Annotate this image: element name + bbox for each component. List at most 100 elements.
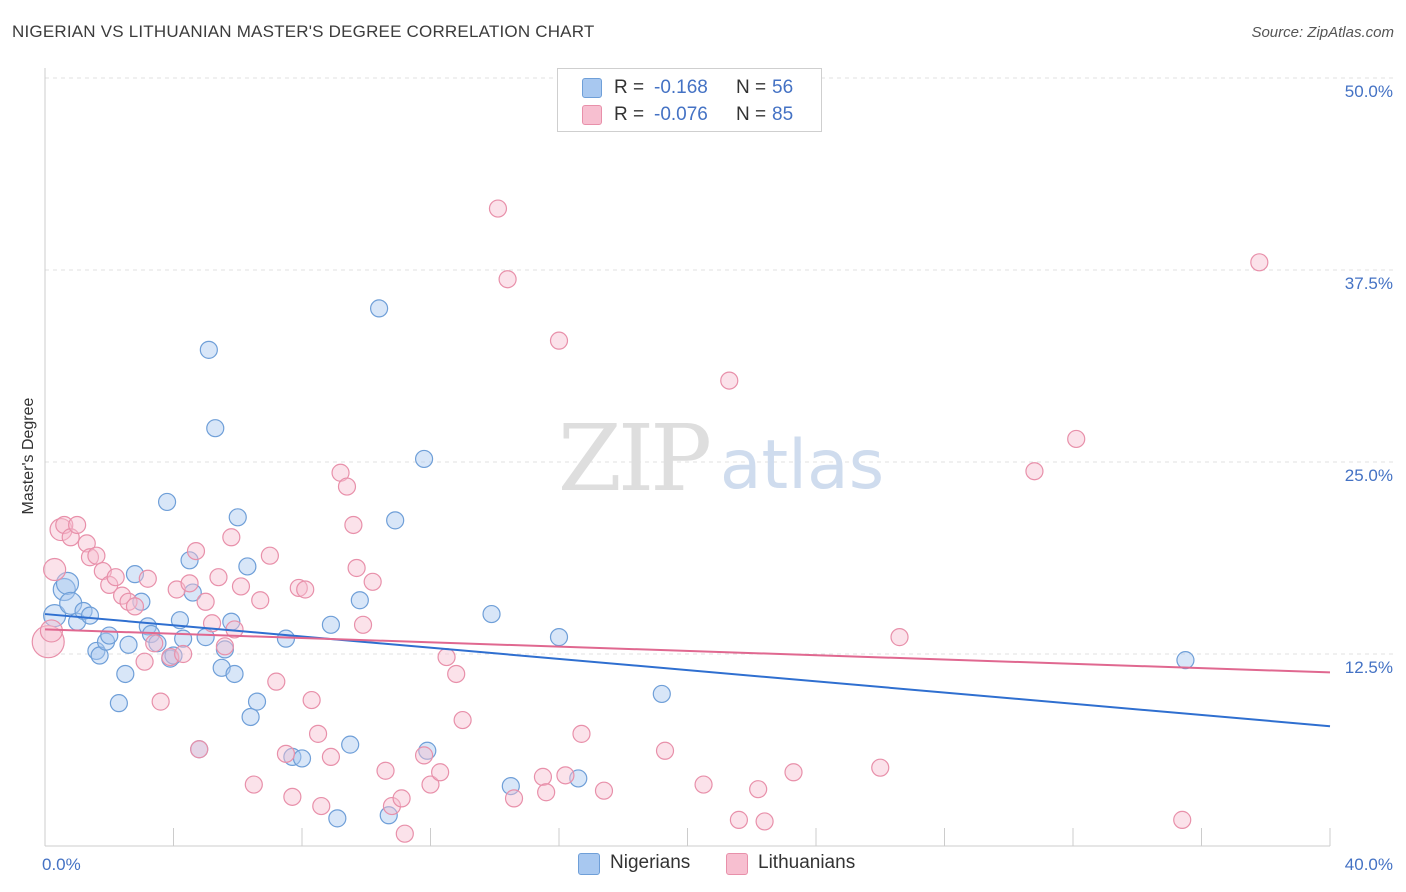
lithuanian-point <box>572 724 591 743</box>
lithuanian-point <box>289 578 308 598</box>
lithuanian-point <box>755 812 774 831</box>
legend-r-value: -0.168 <box>654 77 708 98</box>
lithuanian-point <box>244 775 263 794</box>
nigerian-point <box>228 508 247 527</box>
lithuanian-point <box>720 371 739 390</box>
lithuanian-point <box>215 637 234 656</box>
lithuanian-point <box>694 775 713 794</box>
lithuanian-point <box>196 592 215 611</box>
nigerian-point <box>180 551 199 570</box>
watermark: ZIP atlas <box>558 405 884 512</box>
nigerian-point <box>170 611 190 630</box>
nigerian-point <box>341 735 360 754</box>
legend-swatch-nigerians <box>582 78 602 98</box>
nigerian-point <box>482 604 501 624</box>
nigerian-point <box>247 692 267 711</box>
lithuanian-point <box>231 577 251 596</box>
x-tick-label-min: 0.0% <box>42 855 81 874</box>
nigerian-point <box>652 684 671 704</box>
y-tick-label: 12.5% <box>1345 658 1393 677</box>
lithuanian-point <box>556 766 575 785</box>
lithuanian-point <box>43 557 67 582</box>
lithuanian-point <box>344 515 363 535</box>
tick-labels: 12.5% 25.0% 37.5% 50.0% 0.0% 40.0% <box>42 82 1393 874</box>
nigerian-point <box>350 591 369 610</box>
nigerian-point <box>386 511 405 530</box>
source-label: Source: ZipAtlas.com <box>1251 24 1394 41</box>
nigerian-point <box>328 809 347 828</box>
lithuanian-point <box>190 740 209 759</box>
nigerian-point <box>206 419 225 438</box>
nigerian-point <box>74 601 93 621</box>
lithuanian-point <box>533 767 553 786</box>
bottom-legend-swatch-nigerians <box>578 853 600 875</box>
legend-r-label: R = <box>614 104 645 125</box>
lithuanian-point <box>251 591 270 610</box>
nigerian-point <box>100 626 119 645</box>
bottom-legend-label-lithuanians: Lithuanians <box>758 852 856 873</box>
nigerians-points <box>43 299 1195 828</box>
lithuanian-point <box>437 647 456 667</box>
nigerian-point <box>119 635 138 654</box>
nigerian-point <box>52 577 76 602</box>
y-tick-label: 37.5% <box>1345 274 1393 293</box>
nigerians-trend-line <box>44 613 1331 728</box>
lithuanian-point <box>135 652 154 671</box>
lithuanian-point <box>353 615 373 634</box>
lithuanian-point <box>655 741 675 760</box>
lithuanian-point <box>392 789 411 808</box>
nigerian-point <box>292 749 312 768</box>
stats-legend: R = -0.168 N = 56 R = -0.076 N = 85 <box>557 68 822 132</box>
watermark-atlas: atlas <box>720 426 884 505</box>
lithuanian-point <box>594 781 614 800</box>
bottom-legend-label-nigerians: Nigerians <box>610 852 691 873</box>
lithuanian-point <box>421 775 440 794</box>
nigerian-point <box>549 628 569 647</box>
lithuanian-point <box>283 787 302 806</box>
lithuanian-point <box>1173 810 1192 829</box>
lithuanian-point <box>1250 253 1269 272</box>
axes <box>44 68 1331 847</box>
nigerian-point <box>199 340 218 359</box>
lithuanian-point <box>87 546 106 565</box>
nigerian-point <box>157 492 177 512</box>
y-axis-label: Master's Degree <box>20 397 37 514</box>
bottom-legend-swatch-lithuanians <box>726 853 748 875</box>
lithuanian-point <box>145 634 164 653</box>
lithuanian-point <box>180 574 199 593</box>
x-tick-label-max: 40.0% <box>1345 855 1393 874</box>
lithuanian-point <box>749 780 768 799</box>
legend-n-value: 85 <box>772 104 794 125</box>
lithuanian-point <box>39 619 64 643</box>
legend-swatch-lithuanians <box>582 105 602 125</box>
nigerian-point <box>321 615 341 634</box>
lithuanian-point <box>296 580 315 599</box>
lithuanian-point <box>504 789 524 808</box>
lithuanian-point <box>447 664 466 684</box>
lithuanian-point <box>1025 462 1044 481</box>
legend-n-label: N = <box>736 77 767 98</box>
lithuanian-point <box>453 710 472 730</box>
lithuanian-point <box>267 672 286 691</box>
lithuanian-point <box>498 270 517 289</box>
lithuanian-point <box>729 810 749 829</box>
legend-n-value: 56 <box>772 77 794 98</box>
lithuanian-point <box>151 692 170 711</box>
trend-lines <box>44 613 1331 728</box>
lithuanian-point <box>321 747 341 767</box>
y-tick-label: 50.0% <box>1345 82 1393 101</box>
nigerian-point <box>109 694 128 713</box>
lithuanian-point <box>312 796 331 816</box>
lithuanian-point <box>376 761 395 780</box>
nigerian-point <box>59 591 83 615</box>
nigerian-point <box>414 449 434 469</box>
lithuanian-point <box>431 763 450 782</box>
lithuanian-point <box>77 534 96 553</box>
y-tick-label: 25.0% <box>1345 466 1393 485</box>
lithuanian-point <box>209 568 228 587</box>
lithuanians-trend-line <box>44 628 1331 674</box>
lithuanian-point <box>80 548 100 567</box>
lithuanian-point <box>106 568 125 587</box>
lithuanian-point <box>186 541 206 561</box>
